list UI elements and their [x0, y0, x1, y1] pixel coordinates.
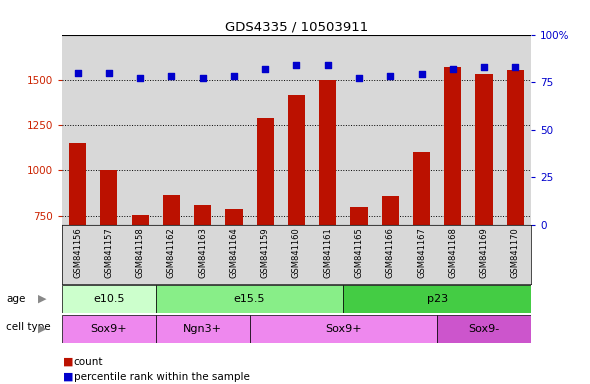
- Point: [104, 70, 113, 76]
- Text: Ngn3+: Ngn3+: [183, 324, 222, 334]
- Bar: [163, 195, 180, 351]
- Text: percentile rank within the sample: percentile rank within the sample: [74, 372, 250, 382]
- Bar: [250, 315, 437, 343]
- Text: GSM841170: GSM841170: [511, 228, 520, 278]
- Bar: [156, 285, 343, 313]
- Bar: [100, 170, 117, 351]
- Text: GSM841159: GSM841159: [261, 228, 270, 278]
- Bar: [507, 70, 524, 351]
- Point: [386, 73, 395, 79]
- Text: GSM841161: GSM841161: [323, 228, 332, 278]
- Bar: [156, 35, 187, 225]
- Bar: [62, 285, 156, 313]
- Bar: [218, 35, 250, 225]
- Bar: [187, 35, 218, 225]
- Bar: [343, 285, 531, 313]
- Point: [448, 66, 458, 72]
- Bar: [69, 143, 86, 351]
- Point: [417, 71, 426, 78]
- Point: [291, 62, 301, 68]
- Text: GSM841162: GSM841162: [167, 228, 176, 278]
- Point: [73, 70, 82, 76]
- Point: [479, 64, 489, 70]
- Bar: [194, 205, 211, 351]
- Bar: [225, 209, 242, 351]
- Bar: [250, 35, 281, 225]
- Point: [354, 75, 363, 81]
- Text: Sox9-: Sox9-: [468, 324, 500, 334]
- Bar: [406, 35, 437, 225]
- Text: GSM841164: GSM841164: [230, 228, 238, 278]
- Bar: [156, 315, 250, 343]
- Bar: [281, 35, 312, 225]
- Text: Sox9+: Sox9+: [325, 324, 362, 334]
- Point: [166, 73, 176, 79]
- Bar: [62, 35, 93, 225]
- Bar: [312, 35, 343, 225]
- Bar: [93, 35, 124, 225]
- Text: ▶: ▶: [38, 294, 47, 304]
- Point: [135, 75, 145, 81]
- Bar: [124, 35, 156, 225]
- Text: age: age: [6, 294, 25, 304]
- Bar: [437, 35, 468, 225]
- Text: GSM841156: GSM841156: [73, 228, 82, 278]
- Bar: [476, 74, 493, 351]
- Text: GSM841166: GSM841166: [386, 228, 395, 278]
- Bar: [350, 207, 368, 351]
- Text: ■: ■: [63, 372, 74, 382]
- Bar: [500, 35, 531, 225]
- Bar: [444, 67, 461, 351]
- Point: [260, 66, 270, 72]
- Bar: [468, 35, 500, 225]
- Text: Sox9+: Sox9+: [90, 324, 127, 334]
- Text: GSM841158: GSM841158: [136, 228, 145, 278]
- Text: GSM841169: GSM841169: [480, 228, 489, 278]
- Text: ■: ■: [63, 357, 74, 367]
- Title: GDS4335 / 10503911: GDS4335 / 10503911: [225, 20, 368, 33]
- Point: [198, 75, 208, 81]
- Text: GSM841167: GSM841167: [417, 228, 426, 278]
- Bar: [375, 35, 406, 225]
- Text: cell type: cell type: [6, 322, 51, 332]
- Bar: [257, 118, 274, 351]
- Text: GSM841160: GSM841160: [292, 228, 301, 278]
- Point: [229, 73, 238, 79]
- Bar: [319, 80, 336, 351]
- Bar: [437, 315, 531, 343]
- Bar: [343, 35, 375, 225]
- Point: [510, 64, 520, 70]
- Text: GSM841157: GSM841157: [104, 228, 113, 278]
- Point: [323, 62, 333, 68]
- Text: p23: p23: [427, 294, 448, 304]
- Bar: [288, 95, 305, 351]
- Bar: [132, 215, 149, 351]
- Text: e10.5: e10.5: [93, 294, 124, 304]
- Bar: [382, 196, 399, 351]
- Bar: [62, 315, 156, 343]
- Text: e15.5: e15.5: [234, 294, 266, 304]
- Text: GSM841163: GSM841163: [198, 228, 207, 278]
- Text: GSM841165: GSM841165: [355, 228, 363, 278]
- Text: count: count: [74, 357, 103, 367]
- Text: GSM841168: GSM841168: [448, 228, 457, 278]
- Bar: [413, 152, 430, 351]
- Text: ▶: ▶: [38, 324, 47, 334]
